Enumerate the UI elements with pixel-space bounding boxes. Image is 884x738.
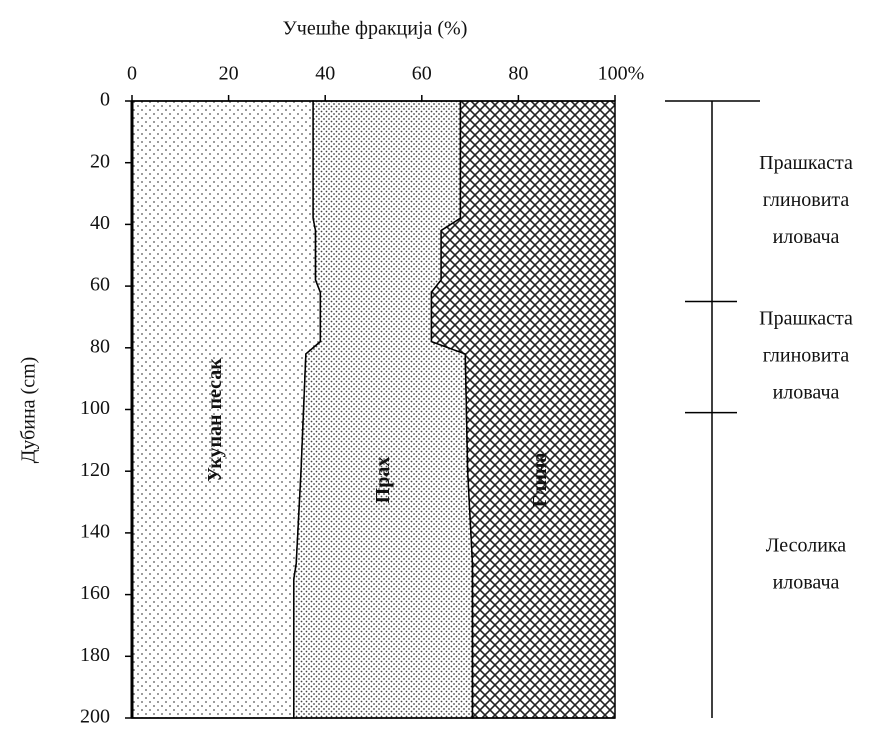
y-tick-label: 80	[90, 335, 110, 357]
y-tick-label: 160	[80, 582, 110, 604]
y-tick-label: 0	[100, 89, 110, 111]
y-tick-label: 120	[80, 459, 110, 481]
series-label: Укупан песак	[204, 358, 226, 482]
chart-title: Учешће фракција (%)	[283, 18, 468, 40]
area	[293, 100, 474, 719]
y-tick-label: 100	[80, 397, 110, 419]
horizon-label: глиновита	[763, 345, 850, 367]
series-label: Глина	[529, 453, 551, 508]
horizon-label: иловача	[773, 571, 840, 593]
horizon-label: глиновита	[763, 189, 850, 211]
y-tick-label: 60	[90, 274, 110, 296]
series-label: Прах	[372, 457, 394, 504]
horizon-label: Лесолика	[766, 534, 847, 556]
x-tick-label: 20	[219, 63, 239, 85]
y-axis-label: Дубина (cm)	[18, 357, 40, 464]
y-tick-label: 200	[80, 706, 110, 728]
horizon-label: Прашкаста	[759, 152, 853, 174]
x-tick-label: 0	[127, 63, 137, 85]
y-tick-label: 180	[80, 644, 110, 666]
y-tick-label: 40	[90, 212, 110, 234]
y-tick-label: 20	[90, 150, 110, 172]
horizon-label: Прашкаста	[759, 308, 853, 330]
y-tick-label: 140	[80, 520, 110, 542]
x-tick-label: 40	[315, 63, 335, 85]
horizon-label: иловача	[773, 226, 840, 248]
x-tick-label: 80	[508, 63, 528, 85]
x-tick-label: 60	[412, 63, 432, 85]
area	[131, 100, 322, 719]
x-tick-label: 100%	[598, 63, 645, 85]
horizon-label: иловача	[773, 382, 840, 404]
